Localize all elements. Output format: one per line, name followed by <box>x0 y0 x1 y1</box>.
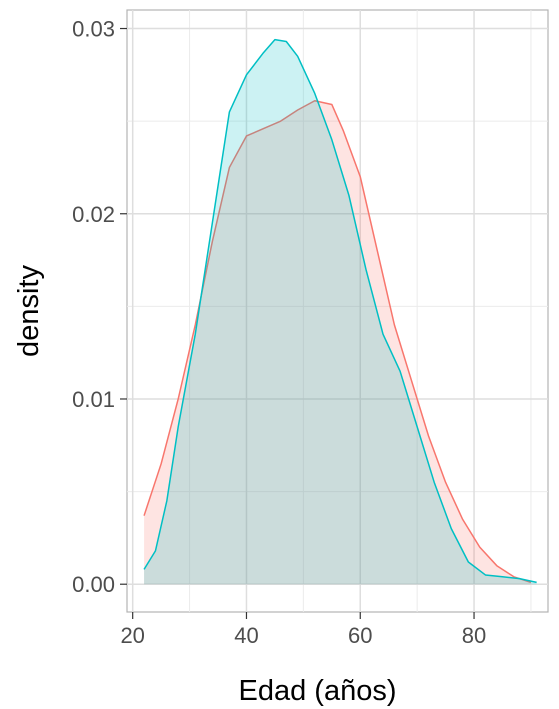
y-tick-label: 0.03 <box>72 17 115 42</box>
grid-lines <box>127 10 548 612</box>
x-tick-label: 20 <box>120 623 144 648</box>
x-axis-title: Edad (años) <box>239 675 397 707</box>
density-line-1 <box>143 100 532 584</box>
x-tick-label: 60 <box>348 623 372 648</box>
x-tick-label: 80 <box>462 623 486 648</box>
y-axis-title: density <box>13 265 45 357</box>
plot-panel <box>126 9 549 613</box>
density-areas <box>143 38 537 585</box>
y-tick-label: 0.00 <box>72 572 115 597</box>
y-axis-ticks: 0.00 0.01 0.02 0.03 <box>72 17 127 597</box>
density-line-2 <box>143 38 537 584</box>
density-area-2 <box>144 39 537 585</box>
y-tick-label: 0.02 <box>72 202 115 227</box>
x-axis-ticks: 20 40 60 80 <box>120 612 486 648</box>
density-area-1 <box>144 100 531 585</box>
y-tick-label: 0.01 <box>72 387 115 412</box>
x-tick-label: 40 <box>234 623 258 648</box>
